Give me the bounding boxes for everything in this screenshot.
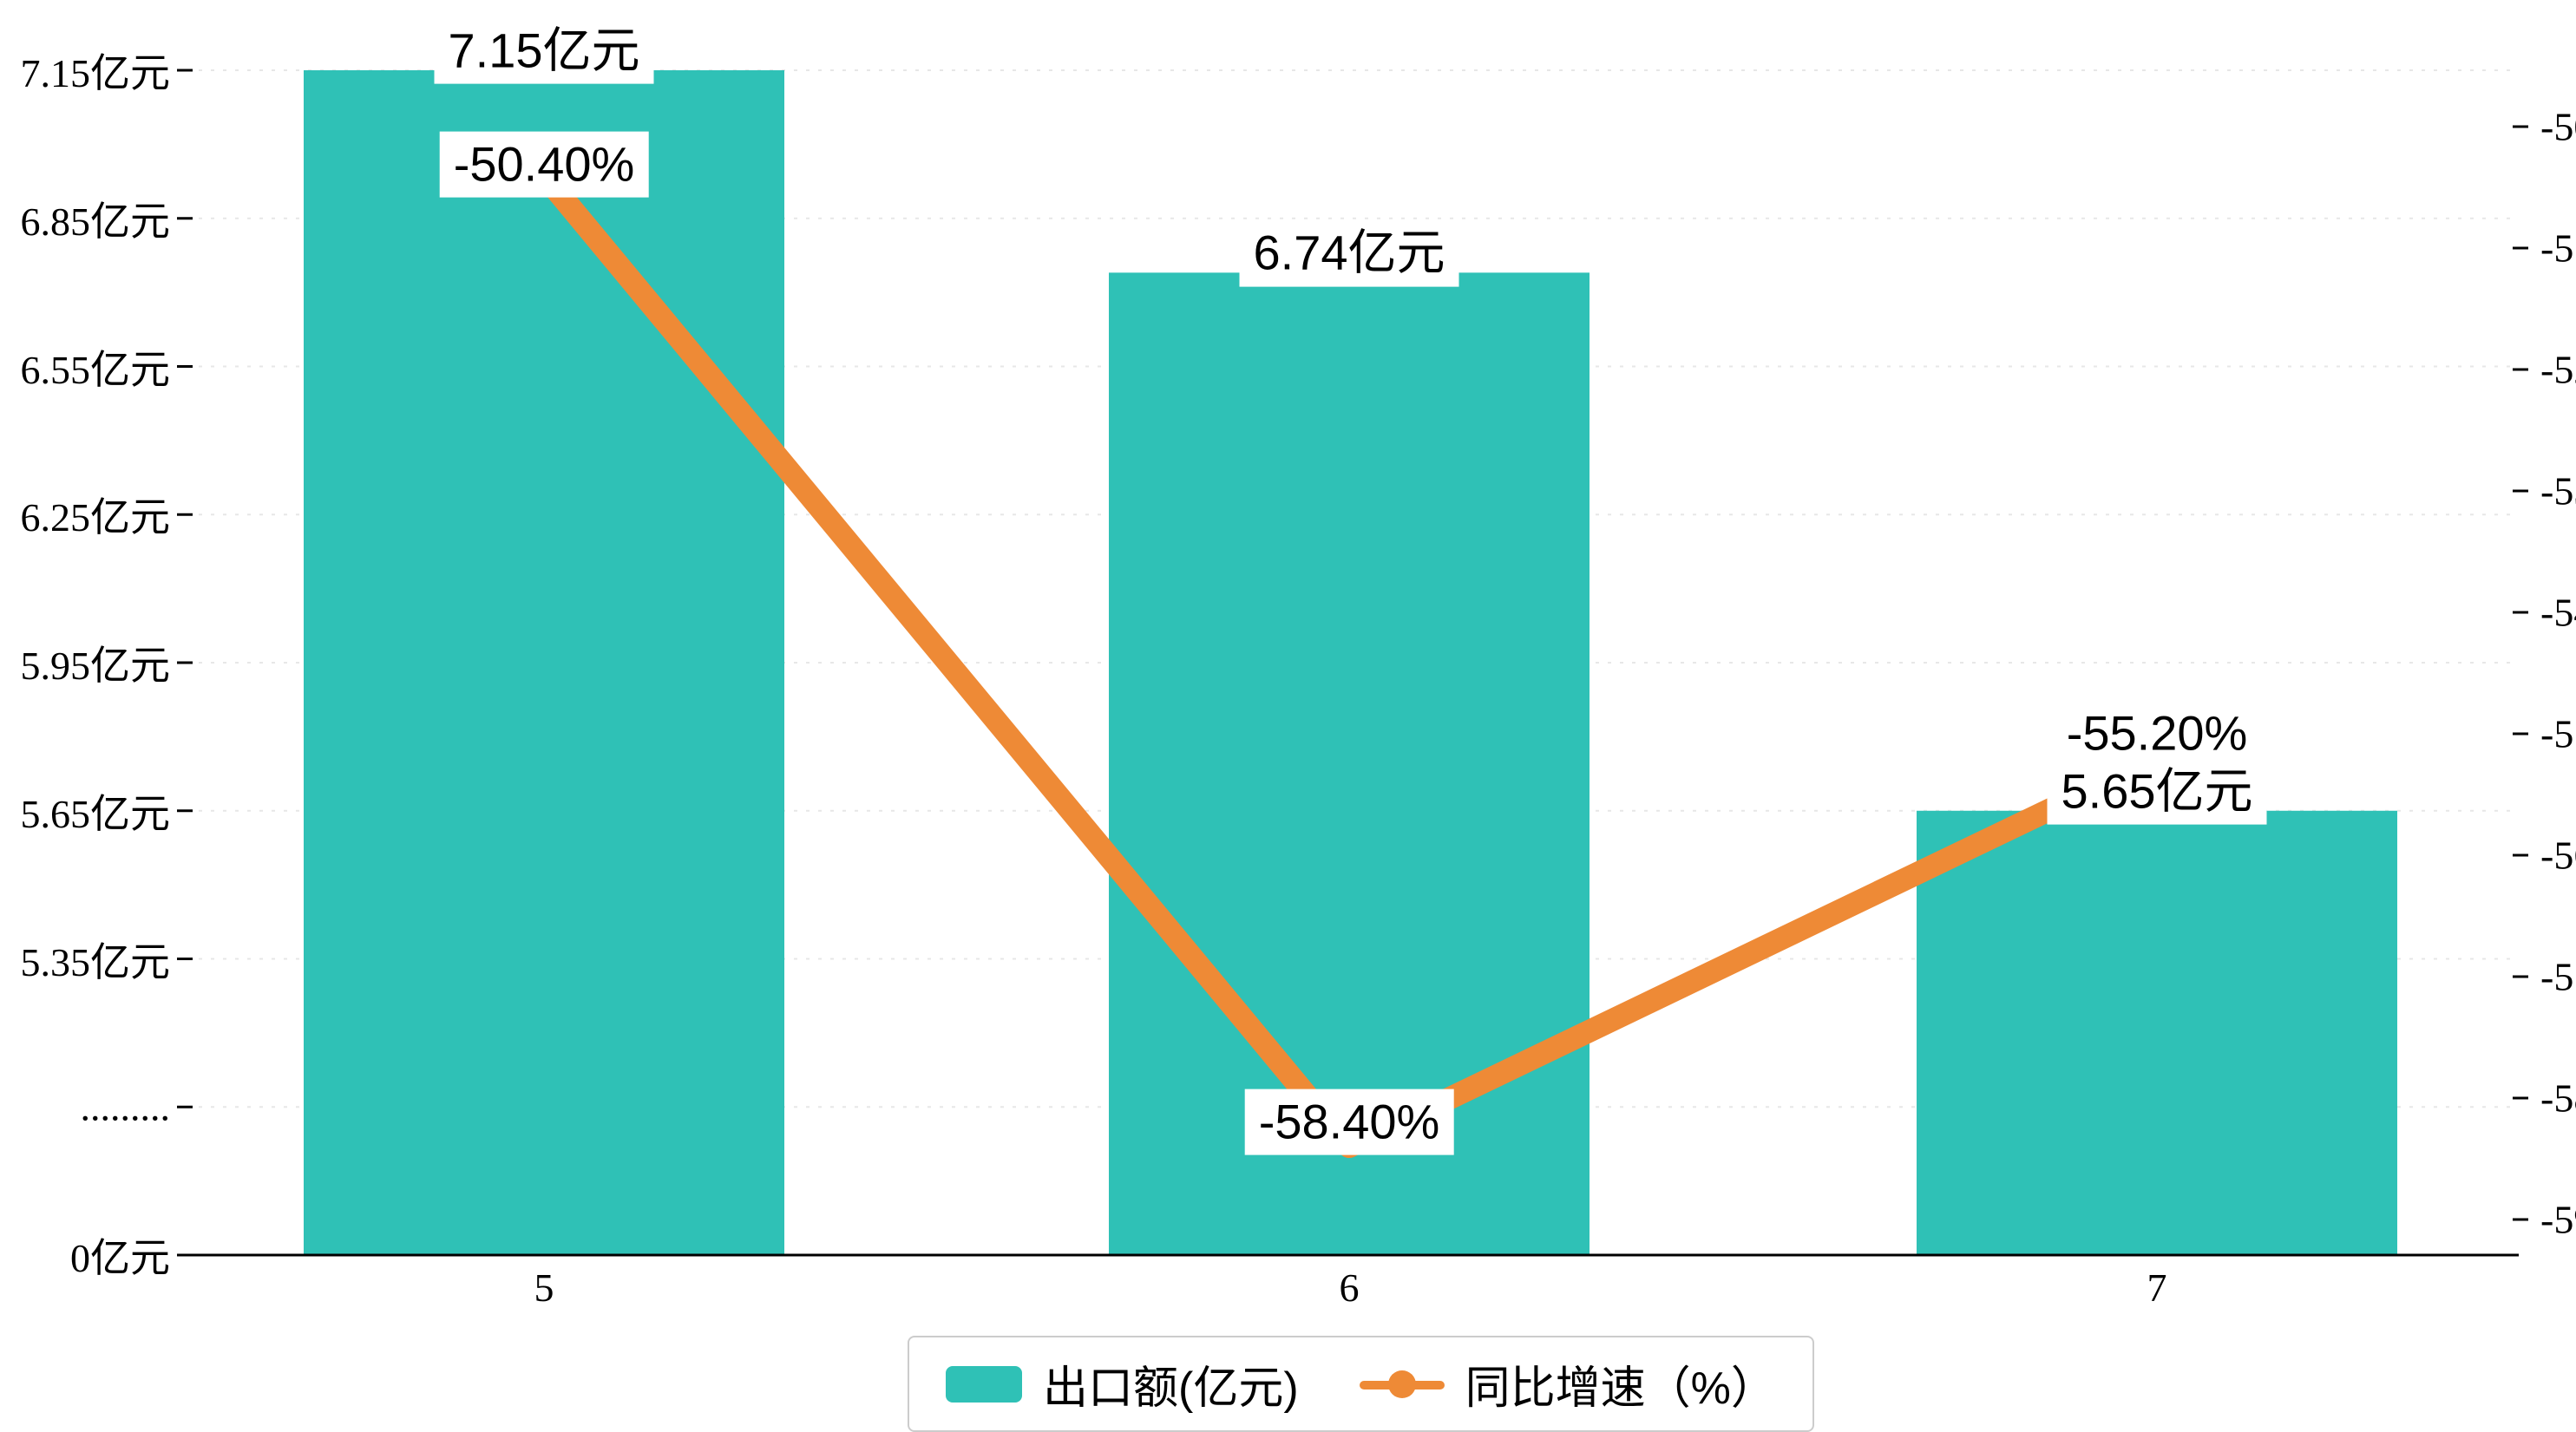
legend-item-label: 出口额(亿元)	[1043, 1363, 1299, 1414]
right-axis-tick-label: -50	[2540, 104, 2576, 149]
line-value-label: -50.40%	[439, 131, 649, 198]
right-axis-tick-label: -53	[2540, 468, 2576, 513]
right-axis-tick-label: -55	[2540, 711, 2576, 756]
left-axis-tick-label: 6.85亿元	[20, 199, 171, 244]
bar-value-label: 7.15亿元	[434, 17, 654, 84]
right-axis-tick-label: -52	[2540, 347, 2576, 392]
right-axis-tick-label: -51	[2540, 226, 2576, 271]
legend: 出口额(亿元) 同比增速（%）	[908, 1336, 1814, 1432]
right-axis-tick-label: -56	[2540, 833, 2576, 878]
bar-value-label: 6.74亿元	[1239, 219, 1459, 287]
left-axis-tick-label: 5.65亿元	[20, 791, 171, 836]
left-axis-tick-label: .........	[80, 1084, 171, 1129]
x-axis-label: 7	[2147, 1265, 2167, 1310]
left-axis-tick-label: 7.15亿元	[20, 51, 171, 95]
legend-item[interactable]: 同比增速（%）	[1359, 1351, 1776, 1416]
right-axis-tick-label: -58	[2540, 1076, 2576, 1121]
right-axis-tick-label: -59	[2540, 1197, 2576, 1242]
legend-item-label: 同比增速（%）	[1465, 1363, 1776, 1414]
line-value-label: -58.40%	[1244, 1089, 1454, 1155]
bar[interactable]	[304, 70, 784, 1255]
left-axis-tick-label: 0亿元	[70, 1236, 170, 1280]
left-axis-tick-label: 5.35亿元	[20, 939, 171, 984]
bar-value-label: 5.65亿元	[2047, 758, 2267, 825]
legend-line-dot	[1387, 1370, 1416, 1398]
left-axis-tick-label: 6.25亿元	[20, 495, 171, 540]
line-value-label: -55.20%	[2052, 700, 2262, 767]
left-axis-tick-label: 5.95亿元	[20, 644, 171, 688]
right-axis-tick-label: -54	[2540, 590, 2576, 635]
x-axis-label: 5	[534, 1265, 554, 1310]
x-axis-label: 6	[1339, 1265, 1360, 1310]
left-axis-tick-label: 6.55亿元	[20, 347, 171, 392]
bar[interactable]	[1917, 810, 2397, 1255]
legend-item[interactable]: 出口额(亿元)	[946, 1351, 1299, 1416]
line-dot-icon	[1359, 1366, 1445, 1403]
right-axis-tick-label: -57	[2540, 954, 2576, 999]
bar-swatch-icon	[946, 1365, 1022, 1403]
